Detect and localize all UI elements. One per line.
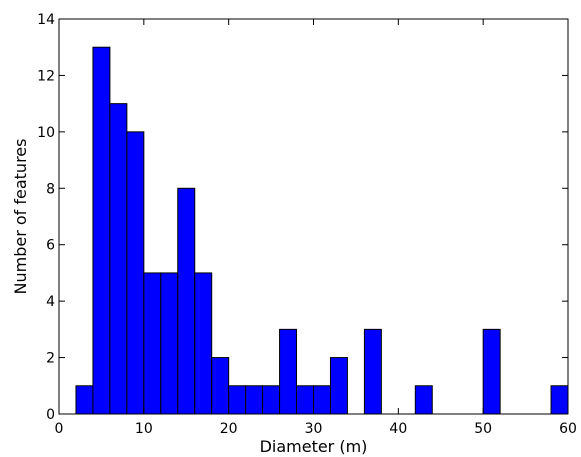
y-ticks-group: 0 2 4 6 8 10 12 14 [37,12,568,423]
x-ticks-group: 0 10 20 30 40 50 60 [55,19,577,437]
histogram-bar [296,385,314,415]
y-tick-label: 2 [46,351,55,367]
y-axis-label: Number of features [11,139,30,295]
histogram-bar [363,328,382,415]
histogram-bar [194,272,213,415]
bars-group [75,46,569,415]
y-tick-label: 8 [46,181,55,197]
histogram-bar [126,131,145,415]
y-tick-label: 0 [46,407,55,423]
x-tick-label: 0 [55,421,64,437]
y-tick-label: 6 [46,238,55,254]
x-axis-label: Diameter (m) [260,437,368,456]
histogram-bar [228,385,247,415]
histogram-bar [329,357,348,415]
histogram-bar [211,357,230,415]
x-tick-label: 10 [135,421,153,437]
histogram-bar [92,46,111,415]
x-tick-label: 30 [305,421,323,437]
histogram-bar [160,272,179,415]
histogram-bar [313,385,331,415]
y-tick-label: 14 [37,12,55,28]
histogram-bar [550,385,569,415]
histogram-bar [279,328,298,415]
y-tick-label: 12 [37,68,55,84]
x-tick-label: 40 [389,421,407,437]
histogram-bar [75,385,94,415]
plot-frame [58,18,569,415]
histogram-bar [143,272,162,415]
x-tick-label: 20 [220,421,238,437]
y-tick-label: 10 [37,125,55,141]
histogram-bar [245,385,264,415]
x-tick-label: 50 [474,421,492,437]
x-tick-label: 60 [559,421,577,437]
histogram-bar [262,385,281,415]
histogram-bar [177,187,196,415]
histogram-bar [482,328,501,415]
histogram-bar [109,103,128,415]
histogram-bar [414,385,433,415]
y-tick-label: 4 [46,294,55,310]
